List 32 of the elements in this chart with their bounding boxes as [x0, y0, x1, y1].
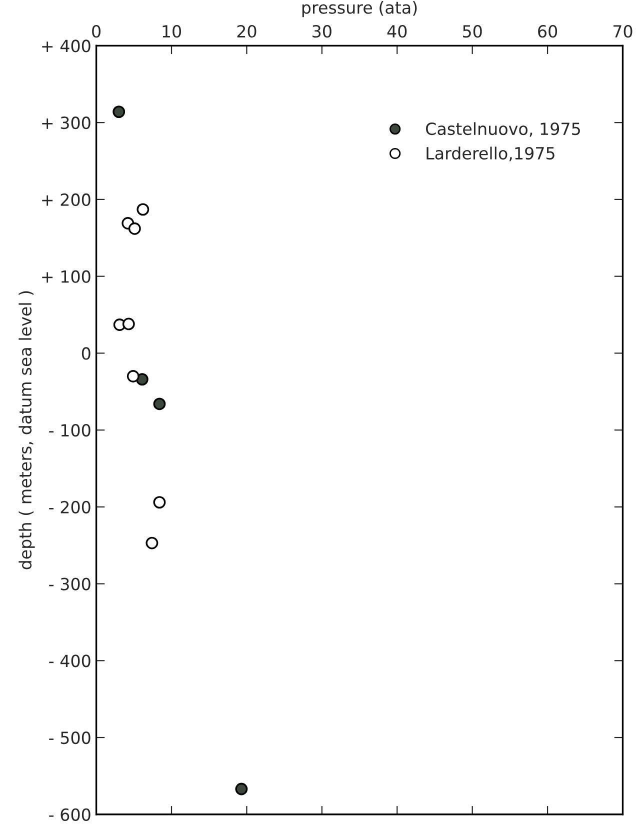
y-tick-label: + 100 — [42, 270, 90, 283]
x-tick-label: 10 — [162, 25, 182, 38]
y-axis-title: depth ( meters, datum sea level ) — [18, 291, 35, 570]
y-tick-label: - 500 — [49, 731, 90, 744]
y-tick-label: + 300 — [42, 116, 90, 130]
x-tick-label: 40 — [387, 25, 407, 38]
x-tick-label: 20 — [237, 25, 256, 38]
x-tick-label: 60 — [538, 25, 558, 38]
x-tick-label: 0 — [92, 25, 100, 38]
y-tick-label: - 100 — [49, 424, 90, 437]
y-tick-label: + 400 — [42, 40, 90, 52]
point — [136, 203, 150, 216]
y-tick-label: - 200 — [49, 500, 90, 514]
point — [128, 222, 141, 235]
y-tick-label: - 600 — [49, 808, 90, 821]
y-tick-label: 0 — [82, 347, 90, 360]
y-tick-label: - 300 — [49, 578, 90, 590]
point — [146, 536, 158, 550]
y-tick-label: - 400 — [49, 654, 90, 668]
point — [122, 318, 135, 330]
x-tick-label: 50 — [463, 25, 482, 38]
x-axis-title: pressure (ata) — [302, 0, 417, 18]
x-tick-label: 70 — [614, 25, 632, 38]
point — [153, 398, 166, 410]
point — [126, 370, 140, 382]
x-tick-label: 30 — [312, 25, 332, 38]
point — [112, 106, 126, 118]
legend-label: Castelnuovo, 1975 — [426, 122, 580, 137]
point — [235, 782, 248, 796]
legend-label: Larderello,1975 — [426, 146, 554, 162]
point — [153, 496, 166, 509]
y-tick-label: + 200 — [42, 193, 90, 206]
